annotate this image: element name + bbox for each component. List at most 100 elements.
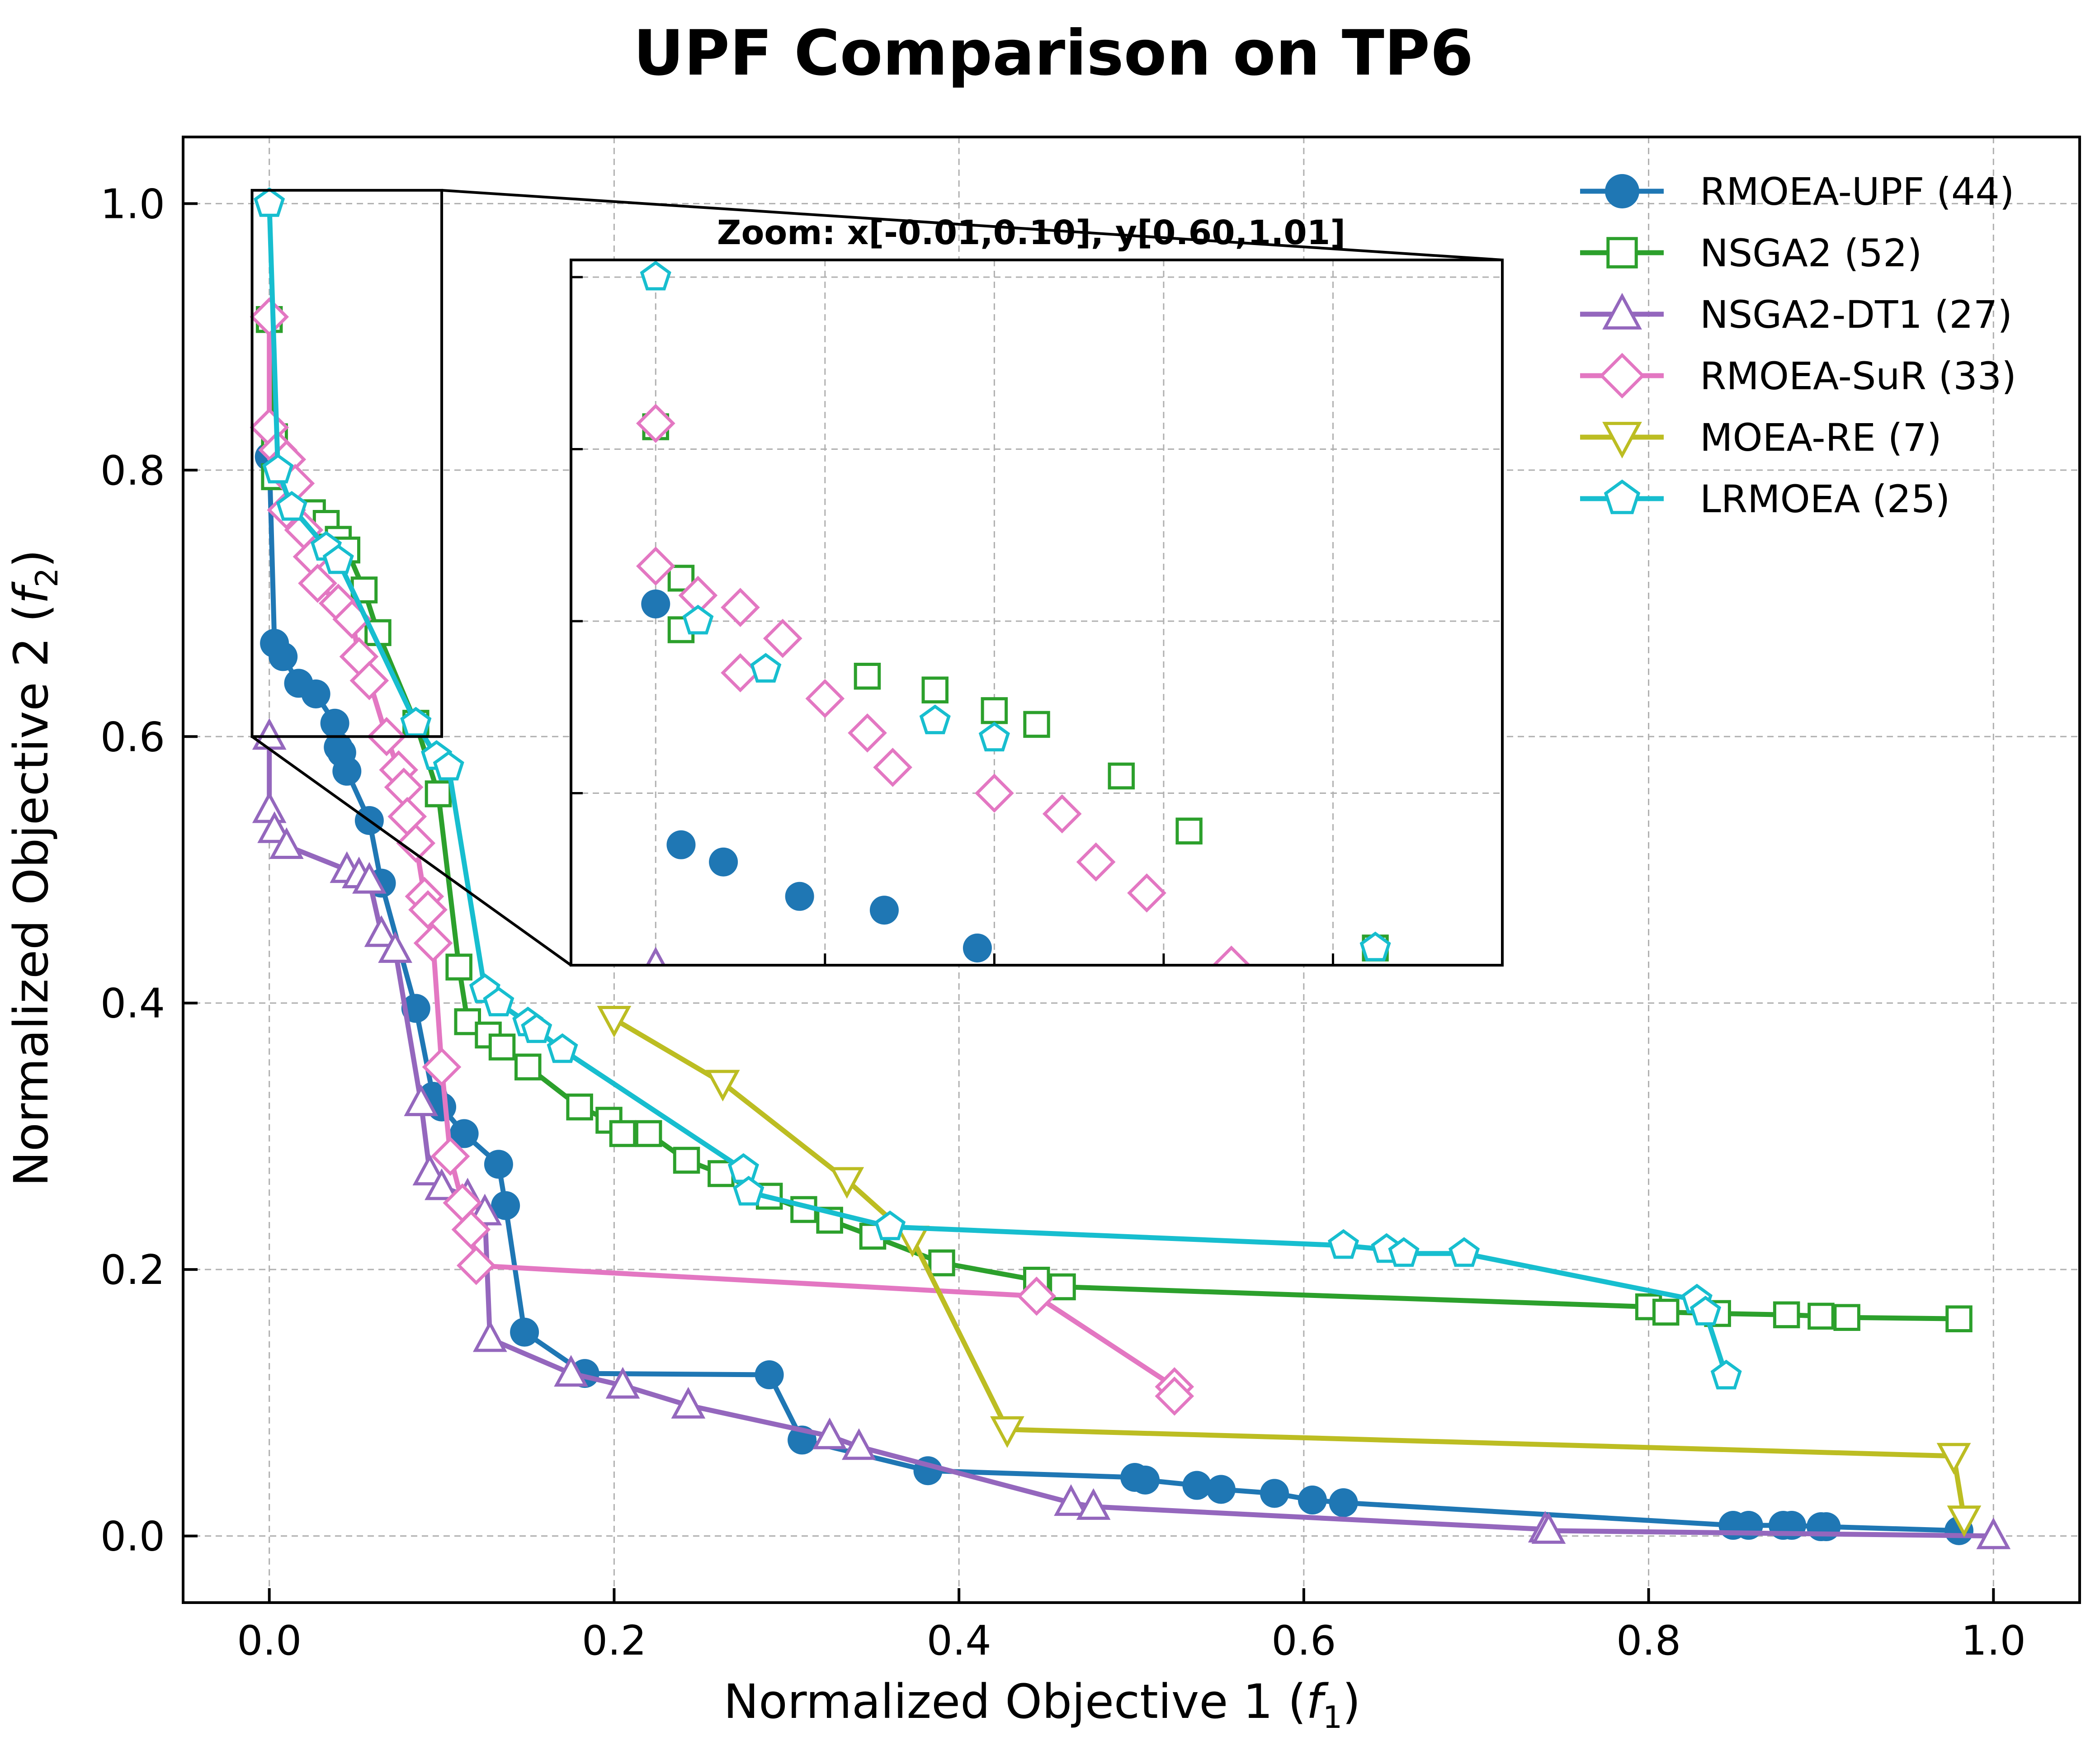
x-tick-label: 0.0 [237, 1617, 302, 1665]
data-point-lrmoea [322, 544, 354, 574]
data-point-nsga2-dt1 [364, 915, 399, 947]
inset-data-point-rmoea-upf [785, 882, 814, 911]
data-point-rmoea-upf [1206, 1475, 1236, 1504]
data-point-rmoea-upf [1131, 1465, 1160, 1495]
x-tick-label: 1.0 [1961, 1617, 2026, 1665]
x-tick-label: 0.4 [927, 1617, 991, 1665]
data-point-lrmoea [1710, 1359, 1742, 1390]
inset-data-point-rmoea-sur [721, 588, 760, 627]
inset-data-point-rmoea-upf [963, 933, 992, 962]
inset-data-point-rmoea-sur [763, 618, 802, 658]
data-point-nsga2 [1773, 1301, 1800, 1329]
data-point-moea-re [597, 1006, 632, 1038]
data-point-nsga2 [1807, 1302, 1835, 1330]
chart-title: UPF Comparison on TP6 [633, 17, 1473, 90]
x-axis-label: Normalized Objective 1 (f1) [723, 1674, 1360, 1736]
y-tick-label: 0.8 [100, 447, 165, 495]
legend-label: MOEA-RE (7) [1700, 415, 1942, 460]
data-point-lrmoea [483, 986, 514, 1017]
y-axis-label: Normalized Objective 2 (f2) [4, 549, 65, 1186]
data-point-nsga2-dt1 [812, 1417, 847, 1449]
inset-data-point-rmoea-upf [666, 830, 696, 859]
data-point-lrmoea [521, 1013, 552, 1043]
data-point-rmoea-upf [269, 642, 298, 671]
data-point-nsga2-dt1 [842, 1428, 876, 1460]
data-point-moea-re [1947, 1505, 1982, 1538]
data-point-rmoea-upf [449, 1119, 479, 1148]
data-point-rmoea-upf [510, 1317, 539, 1347]
data-point-rmoea-sur [456, 1245, 496, 1285]
legend-label: RMOEA-SuR (33) [1700, 354, 2016, 398]
data-point-nsga2 [1945, 1305, 1973, 1332]
inset-data-point-rmoea-sur [1212, 945, 1251, 965]
legend-item-rmoea-upf: RMOEA-UPF (44) [1580, 170, 2015, 214]
data-point-lrmoea [433, 750, 464, 781]
data-point-lrmoea [874, 1210, 906, 1241]
inset-data-point-rmoea-upf [869, 896, 899, 925]
inset-data-point-lrmoea [919, 704, 951, 735]
data-point-rmoea-sur [422, 1047, 462, 1087]
data-point-nsga2-dt1 [425, 1168, 459, 1200]
data-point-nsga2 [1652, 1298, 1680, 1326]
y-tick-label: 0.6 [100, 713, 165, 761]
data-point-nsga2-dt1 [671, 1387, 706, 1419]
data-point-nsga2 [514, 1053, 542, 1080]
x-tick-label: 0.6 [1271, 1617, 1336, 1665]
inset-series-layer [636, 260, 1391, 965]
legend-label: NSGA2 (52) [1700, 231, 1922, 275]
data-point-nsga2-dt1 [269, 827, 304, 859]
legend-item-nsga2: NSGA2 (52) [1580, 231, 1922, 275]
y-tick-label: 0.0 [100, 1513, 165, 1561]
zoom-connector-bottom [251, 735, 572, 967]
data-point-rmoea-upf [491, 1191, 520, 1220]
data-point-rmoea-sur [408, 890, 448, 929]
data-point-nsga2-dt1 [554, 1355, 588, 1387]
inset-data-point-nsga2-dt1 [646, 947, 666, 965]
x-tick-label: 0.2 [582, 1617, 647, 1665]
data-point-rmoea-upf [1298, 1486, 1327, 1515]
data-point-nsga2 [673, 1146, 700, 1174]
data-point-rmoea-upf [332, 756, 362, 786]
data-point-nsga2-dt1 [257, 811, 292, 843]
zoom-inset: Zoom: x[-0.01,0.10], y[0.60,1.01] [570, 213, 1504, 967]
data-point-moea-re [990, 1416, 1024, 1448]
legend-item-moea-re: MOEA-RE (7) [1580, 415, 1942, 460]
series-layer [250, 187, 2011, 1549]
legend-label: LRMOEA (25) [1700, 477, 1950, 521]
inset-data-point-lrmoea [682, 604, 714, 635]
data-point-nsga2-dt1 [352, 862, 387, 894]
data-point-nsga2 [928, 1249, 955, 1277]
data-point-rmoea-upf [1812, 1512, 1841, 1542]
legend-marker-lrmoea [1604, 479, 1641, 514]
legend-marker-nsga2 [1606, 237, 1638, 269]
inset-data-point-nsga2 [981, 697, 1008, 724]
zoom-inset-frame [570, 259, 1504, 967]
data-point-lrmoea [254, 187, 285, 217]
legend-marker-nsga2-dt1 [1602, 292, 1642, 330]
inset-data-point-nsga2 [1108, 762, 1135, 790]
data-point-moea-re [830, 1167, 864, 1199]
data-point-rmoea-sur [413, 923, 453, 963]
data-point-nsga2-dt1 [472, 1320, 507, 1352]
inset-data-point-nsga2 [1023, 711, 1050, 738]
data-point-nsga2 [445, 953, 472, 981]
axis-ticks: 0.0 0.2 0.4 0.6 0.8 1.0 0.0 0.2 0.4 0.6 0.8 1.0 [100, 180, 2026, 1665]
data-point-rmoea-upf [484, 1150, 513, 1179]
series-lrmoea [254, 187, 1742, 1390]
legend-marker-rmoea-upf [1605, 174, 1639, 208]
inset-data-point-rmoea-sur [805, 679, 845, 718]
data-point-rmoea-upf [320, 708, 349, 738]
inset-data-point-rmoea-upf [709, 847, 738, 877]
data-point-moea-re [705, 1070, 740, 1102]
data-point-nsga2 [425, 780, 452, 807]
data-point-rmoea-sur [349, 661, 389, 700]
data-point-nsga2 [566, 1093, 593, 1121]
inset-data-point-nsga2 [921, 676, 949, 703]
series-moea-re [597, 1006, 1982, 1538]
zoom-region-box [250, 189, 444, 738]
data-point-lrmoea [1448, 1237, 1480, 1267]
inset-data-point-rmoea-sur [873, 748, 912, 787]
data-point-rmoea-upf [1182, 1471, 1212, 1500]
zoom-inset-label: Zoom: x[-0.01,0.10], y[0.60,1.01] [717, 213, 1345, 252]
